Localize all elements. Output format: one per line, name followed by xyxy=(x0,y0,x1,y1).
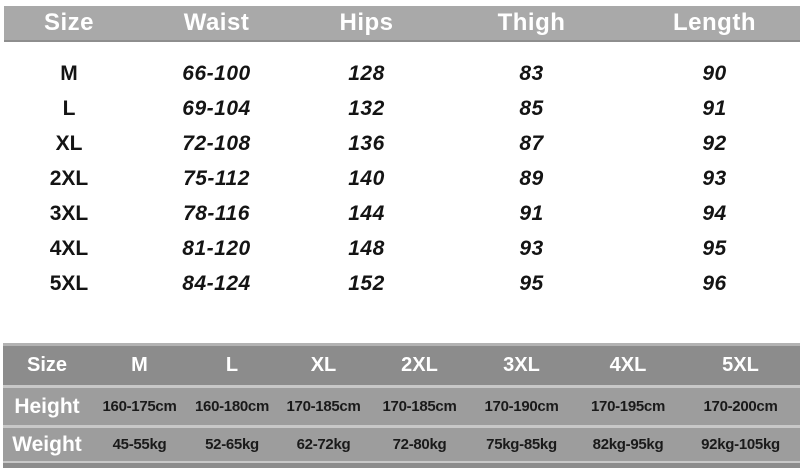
length-value: 90 xyxy=(702,61,727,85)
hips-value: 128 xyxy=(348,61,385,85)
waist-value: 78-116 xyxy=(183,201,250,225)
waist-value: 72-108 xyxy=(182,131,251,155)
table-row-m: M 66-100 128 83 90 xyxy=(4,56,800,91)
measurements-header-row: Size Waist Hips Thigh Length xyxy=(4,6,800,42)
table-row-3xl: 3XL 78-116 144 91 94 xyxy=(4,196,800,231)
table-row-4xl: 4XL 81-120 148 93 95 xyxy=(4,231,800,266)
size-value: 5XL xyxy=(49,271,89,295)
height-value-2xl: 170-185cm xyxy=(382,398,457,415)
height-value-3xl: 170-190cm xyxy=(484,398,559,415)
col-header-5xl: 5XL xyxy=(722,354,759,376)
thigh-value: 91 xyxy=(519,201,544,225)
length-column-header: Length xyxy=(673,9,756,36)
col-header-l: L xyxy=(225,354,239,376)
thigh-value: 87 xyxy=(519,131,544,155)
length-value: 96 xyxy=(702,271,727,295)
waist-value: 69-104 xyxy=(182,96,251,120)
height-weight-table: Size M L XL 2XL 3XL 4XL 5XL Height 160-1… xyxy=(3,343,800,468)
length-value: 91 xyxy=(702,96,727,120)
weight-value-4xl: 82kg-95kg xyxy=(592,436,664,453)
size-value: XL xyxy=(55,131,83,155)
thigh-value: 85 xyxy=(519,96,544,120)
partial-row-strip xyxy=(3,463,800,468)
height-value-xl: 170-185cm xyxy=(286,398,361,415)
weight-row: Weight 45-55kg 52-65kg 62-72kg 72-80kg 7… xyxy=(3,428,800,461)
height-row: Height 160-175cm 160-180cm 170-185cm 170… xyxy=(3,388,800,425)
hw-header-row: Size M L XL 2XL 3XL 4XL 5XL xyxy=(3,346,800,385)
waist-value: 84-124 xyxy=(182,271,251,295)
size-value: L xyxy=(62,96,76,120)
height-row-label: Height xyxy=(14,394,80,418)
waist-column-header: Waist xyxy=(183,9,250,36)
thigh-column-header: Thigh xyxy=(497,9,566,36)
height-value-4xl: 170-195cm xyxy=(590,398,666,415)
col-header-2xl: 2XL xyxy=(401,354,438,376)
height-value-l: 160-180cm xyxy=(194,398,270,415)
table-row-l: L 69-104 132 85 91 xyxy=(4,91,800,126)
measurements-table: Size Waist Hips Thigh Length M 66-100 12… xyxy=(4,6,800,301)
thigh-value: 95 xyxy=(519,271,544,295)
weight-value-m: 45-55kg xyxy=(112,436,167,453)
col-header-4xl: 4XL xyxy=(609,354,647,376)
thigh-value: 83 xyxy=(519,61,544,85)
table-row-5xl: 5XL 84-124 152 95 96 xyxy=(4,266,800,301)
hips-value: 136 xyxy=(348,131,385,155)
length-value: 94 xyxy=(702,201,727,225)
weight-value-xl: 62-72kg xyxy=(296,436,351,453)
table-top-border xyxy=(3,343,800,346)
hips-value: 140 xyxy=(348,166,385,190)
hips-column-header: Hips xyxy=(339,9,394,36)
length-value: 93 xyxy=(702,166,727,190)
size-column-header: Size xyxy=(43,9,95,36)
measurements-rows: M 66-100 128 83 90 L 69-104 132 85 91 XL… xyxy=(4,42,800,301)
col-header-3xl: 3XL xyxy=(503,354,540,376)
hips-value: 148 xyxy=(348,236,385,260)
waist-value: 66-100 xyxy=(182,61,251,85)
weight-row-label: Weight xyxy=(12,432,82,456)
weight-value-l: 52-65kg xyxy=(205,436,259,453)
height-value-m: 160-175cm xyxy=(102,398,177,415)
size-value: M xyxy=(60,61,78,85)
thigh-value: 93 xyxy=(519,236,544,260)
size-value: 2XL xyxy=(49,166,89,190)
col-header-m: M xyxy=(131,354,148,376)
length-value: 95 xyxy=(702,236,727,260)
row-separator xyxy=(3,461,800,463)
table-row-2xl: 2XL 75-112 140 89 93 xyxy=(4,161,800,196)
hips-value: 144 xyxy=(348,201,385,225)
length-value: 92 xyxy=(702,131,727,155)
table-row-xl: XL 72-108 136 87 92 xyxy=(4,126,800,161)
weight-value-3xl: 75kg-85kg xyxy=(486,436,557,453)
weight-value-2xl: 72-80kg xyxy=(392,436,447,453)
row-separator xyxy=(3,385,800,388)
size-value: 3XL xyxy=(49,201,89,225)
size-value: 4XL xyxy=(49,236,89,260)
size-row-header: Size xyxy=(26,354,68,376)
waist-value: 75-112 xyxy=(183,166,250,190)
size-chart-page: Size Waist Hips Thigh Length M 66-100 12… xyxy=(0,6,800,473)
height-value-5xl: 170-200cm xyxy=(703,398,778,415)
hips-value: 132 xyxy=(348,96,385,120)
waist-value: 81-120 xyxy=(182,236,251,260)
row-separator xyxy=(3,425,800,428)
hips-value: 152 xyxy=(348,271,385,295)
weight-value-5xl: 92kg-105kg xyxy=(701,436,780,453)
thigh-value: 89 xyxy=(519,166,544,190)
col-header-xl: XL xyxy=(310,354,337,376)
